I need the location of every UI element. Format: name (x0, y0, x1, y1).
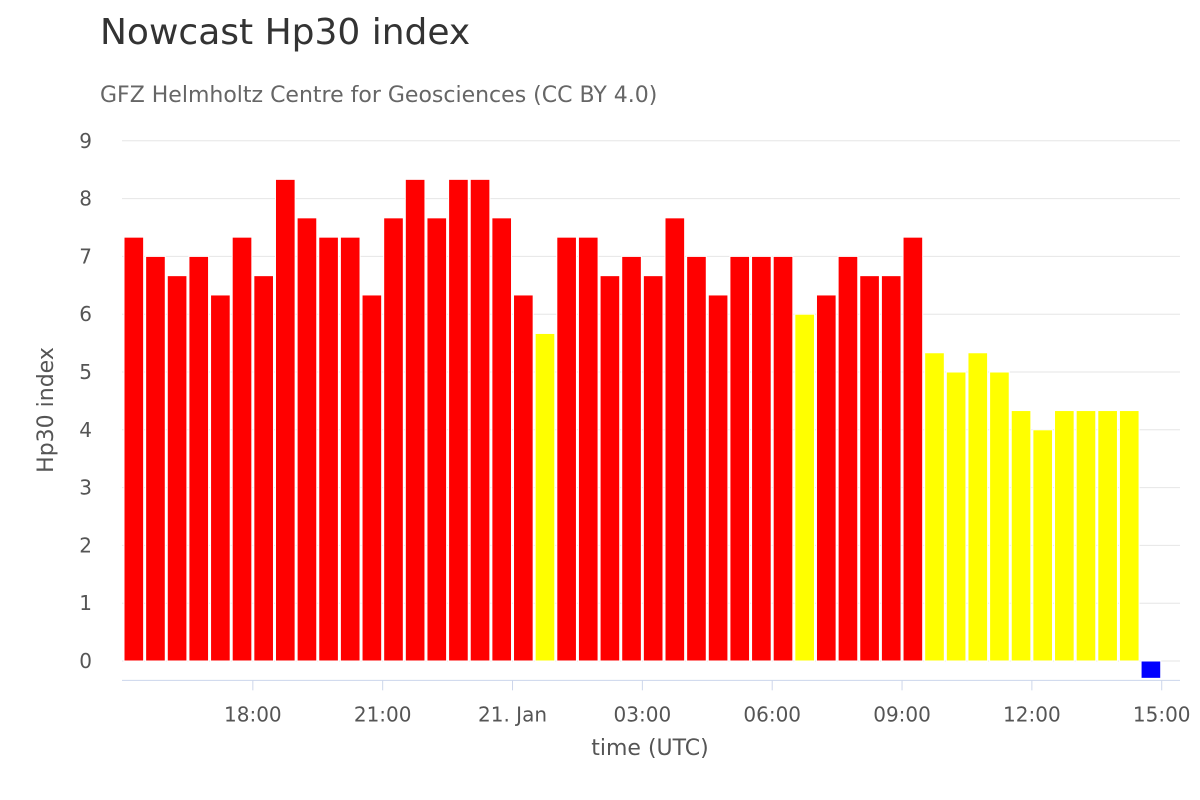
bars (123, 178, 1162, 679)
bar[interactable] (318, 236, 339, 662)
bar[interactable] (361, 294, 383, 662)
y-tick-label: 0 (79, 649, 92, 673)
bar[interactable] (404, 178, 426, 662)
bar[interactable] (751, 255, 772, 662)
bar[interactable] (924, 352, 945, 662)
bar[interactable] (426, 217, 448, 662)
x-axis-title: time (UTC) (591, 736, 708, 761)
x-axis-ticks: 18:00 21:00 21. Jan 03:00 06:00 09:00 12:00 15:… (224, 702, 1191, 726)
x-tick-label: 09:00 (873, 702, 931, 726)
bar[interactable] (902, 236, 924, 662)
bar[interactable] (1010, 410, 1032, 662)
bar[interactable] (989, 371, 1010, 662)
chart-title: Nowcast Hp30 index (100, 12, 471, 53)
bar[interactable] (188, 255, 210, 662)
x-tick-label: 18:00 (224, 702, 282, 726)
bar[interactable] (210, 294, 231, 662)
x-tick-label: 12:00 (1003, 702, 1061, 726)
bar[interactable] (1054, 410, 1075, 662)
bar[interactable] (772, 255, 794, 662)
bar[interactable] (166, 275, 188, 662)
y-axis-ticks: 0 1 2 3 4 5 6 7 8 9 (79, 129, 92, 673)
bar[interactable] (145, 255, 166, 662)
bar[interactable] (621, 255, 642, 662)
bar[interactable] (664, 217, 686, 662)
bar[interactable] (707, 294, 729, 662)
bar[interactable] (1075, 410, 1097, 662)
bar[interactable] (448, 178, 469, 662)
bar[interactable] (815, 294, 837, 662)
bar[interactable] (556, 236, 577, 662)
x-axis (122, 679, 1180, 691)
bar[interactable] (296, 217, 318, 662)
bar[interactable] (686, 255, 707, 662)
y-tick-label: 7 (79, 244, 92, 268)
bar[interactable] (729, 255, 751, 662)
bar[interactable] (967, 352, 989, 662)
bar[interactable] (469, 178, 491, 662)
y-tick-label: 3 (79, 476, 92, 500)
bar[interactable] (642, 275, 664, 662)
y-tick-label: 4 (79, 418, 92, 442)
bar[interactable] (794, 313, 815, 662)
y-tick-label: 6 (79, 302, 92, 326)
y-axis-title: Hp30 index (34, 347, 59, 473)
bar[interactable] (491, 217, 513, 662)
bar[interactable] (599, 275, 621, 662)
x-tick-label: 15:00 (1133, 702, 1191, 726)
bar[interactable] (837, 255, 859, 662)
bar[interactable] (253, 275, 274, 662)
x-tick-label: 21. Jan (478, 702, 547, 726)
y-tick-label: 1 (79, 591, 92, 615)
bar[interactable] (274, 178, 296, 662)
bar[interactable] (945, 371, 967, 662)
bar[interactable] (231, 236, 253, 662)
bar[interactable] (1032, 429, 1054, 662)
y-tick-label: 9 (79, 129, 92, 153)
bar[interactable] (577, 236, 599, 662)
bar[interactable] (1118, 410, 1140, 662)
y-tick-label: 2 (79, 533, 92, 557)
bar[interactable] (534, 332, 556, 662)
bar[interactable] (1097, 410, 1118, 662)
bar[interactable] (513, 294, 534, 662)
y-tick-label: 8 (79, 187, 92, 211)
bar[interactable] (880, 275, 902, 662)
bar[interactable] (859, 275, 880, 662)
bar[interactable] (339, 236, 361, 662)
y-tick-label: 5 (79, 360, 92, 384)
chart-subtitle: GFZ Helmholtz Centre for Geosciences (CC… (100, 83, 658, 108)
bar[interactable] (1140, 660, 1162, 679)
bar[interactable] (383, 217, 404, 662)
bar[interactable] (123, 236, 145, 662)
x-tick-label: 03:00 (614, 702, 672, 726)
x-tick-label: 21:00 (354, 702, 412, 726)
x-tick-label: 06:00 (743, 702, 801, 726)
